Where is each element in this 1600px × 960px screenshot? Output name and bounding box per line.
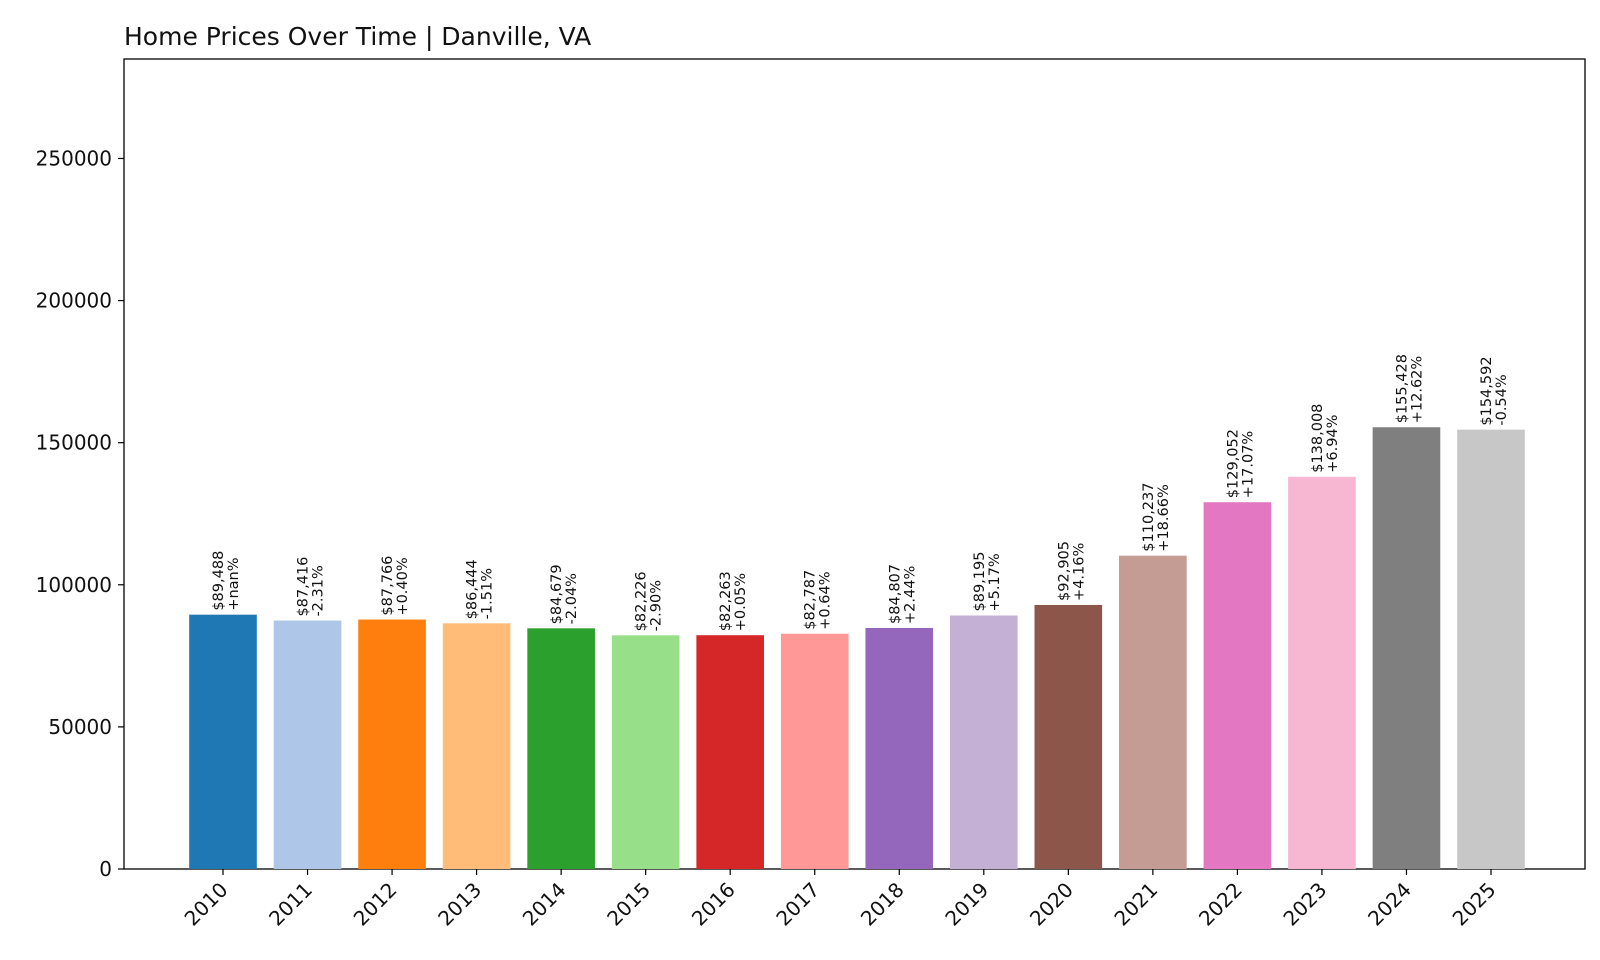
bar-data-label: $84,679-2.04% [549, 564, 580, 624]
bar-data-label: $129,052+17.07% [1225, 429, 1256, 498]
bar [442, 623, 511, 869]
bar-data-label: $89,488+nan% [211, 551, 242, 611]
bar-value-label: $84,679 [549, 564, 565, 624]
x-tick-label: 2012 [349, 878, 402, 931]
bar-value-label: $89,195 [972, 552, 988, 612]
y-tick-label: 200000 [36, 289, 112, 313]
bar [611, 635, 680, 869]
bar-data-label: $154,592-0.54% [1479, 356, 1510, 425]
plot-frame [123, 58, 1586, 870]
bar-data-label: $110,237+18.66% [1141, 483, 1172, 552]
bar-value-label: $82,226 [634, 571, 650, 631]
bar-data-label: $155,428+12.62% [1394, 354, 1425, 423]
bar-data-label: $138,008+6.94% [1310, 404, 1341, 473]
bar-data-label: $87,416-2.31% [296, 557, 327, 617]
bar-change-label: +0.05% [733, 573, 749, 631]
x-tick-label: 2019 [940, 878, 993, 931]
bar [696, 635, 765, 869]
x-tick-label: 2016 [687, 878, 740, 931]
bar-data-label: $86,444-1.51% [465, 559, 496, 619]
x-tick-label: 2021 [1109, 878, 1162, 931]
bar-value-label: $110,237 [1141, 483, 1157, 552]
y-tick-label: 0 [99, 857, 112, 881]
bar-change-label: +0.64% [818, 571, 834, 629]
bar-data-label: $82,226-2.90% [634, 571, 665, 631]
bar [949, 615, 1018, 869]
bar-value-label: $138,008 [1310, 404, 1326, 473]
plot-area: 0 50000 100000 150000 200000 250000 2010 $89,48… [36, 58, 1586, 931]
x-tick-label: 2018 [856, 878, 909, 931]
bar-value-label: $84,807 [887, 564, 903, 624]
bar-value-label: $87,766 [380, 556, 396, 616]
bar-change-label: +18.66% [1156, 484, 1172, 551]
bar-value-label: $87,416 [296, 557, 312, 617]
bar-value-label: $82,787 [803, 570, 819, 630]
bar-data-label: $82,263+0.05% [718, 571, 749, 631]
bar-data-label: $89,195+5.17% [972, 552, 1003, 612]
bar-data-label: $92,905+4.16% [1056, 541, 1087, 601]
bar [189, 614, 257, 869]
bar [1372, 427, 1441, 869]
bar-change-label: +nan% [226, 557, 242, 610]
bar-change-label: -2.31% [311, 565, 327, 616]
bar-data-label: $82,787+0.64% [803, 570, 834, 630]
bar [527, 628, 595, 869]
y-tick-label: 100000 [36, 573, 112, 597]
bar [1288, 476, 1356, 869]
y-tick-label: 50000 [48, 715, 112, 739]
x-tick-label: 2015 [602, 878, 655, 931]
bar [780, 633, 849, 869]
x-tick-label: 2023 [1279, 878, 1332, 931]
bar [1457, 429, 1525, 869]
chart-title: Home Prices Over Time | Danville, VA [124, 22, 591, 51]
bar-change-label: +17.07% [1240, 431, 1256, 498]
bar-change-label: +5.17% [987, 553, 1003, 611]
bar-data-label: $87,766+0.40% [380, 556, 411, 616]
bar-data-label: $84,807+2.44% [887, 564, 918, 624]
bar-change-label: +2.44% [902, 566, 918, 624]
bar-value-label: $86,444 [465, 559, 481, 619]
bar-change-label: +0.40% [395, 557, 411, 615]
bar-change-label: +12.62% [1409, 356, 1425, 423]
bar-change-label: -2.04% [564, 573, 580, 624]
bar-change-label: -1.51% [480, 568, 496, 619]
x-tick-label: 2022 [1194, 878, 1247, 931]
x-tick-label: 2017 [771, 878, 824, 931]
y-tick-label: 150000 [36, 431, 112, 455]
bar-change-label: -2.90% [649, 580, 665, 631]
bar-value-label: $154,592 [1479, 356, 1495, 425]
bar-value-label: $155,428 [1394, 354, 1410, 423]
y-tick-label: 250000 [36, 146, 112, 170]
bar-change-label: +6.94% [1325, 415, 1341, 473]
bar-value-label: $92,905 [1056, 541, 1072, 601]
bar [1203, 502, 1272, 869]
bar-change-label: -0.54% [1494, 374, 1510, 425]
x-tick-label: 2011 [264, 878, 317, 931]
bar-change-label: +4.16% [1071, 543, 1087, 601]
x-tick-label: 2010 [180, 878, 233, 931]
x-tick-label: 2013 [433, 878, 486, 931]
x-tick-label: 2024 [1363, 878, 1416, 931]
bar [1034, 604, 1103, 869]
x-tick-label: 2014 [518, 878, 571, 931]
bar [273, 620, 342, 869]
bar [865, 627, 934, 869]
bar [1119, 555, 1187, 869]
x-tick-label: 2020 [1025, 878, 1078, 931]
bar [358, 619, 426, 869]
bar-value-label: $129,052 [1225, 429, 1241, 498]
x-tick-label: 2025 [1448, 878, 1501, 931]
bar-value-label: $82,263 [718, 571, 734, 631]
bar-value-label: $89,488 [211, 551, 227, 611]
